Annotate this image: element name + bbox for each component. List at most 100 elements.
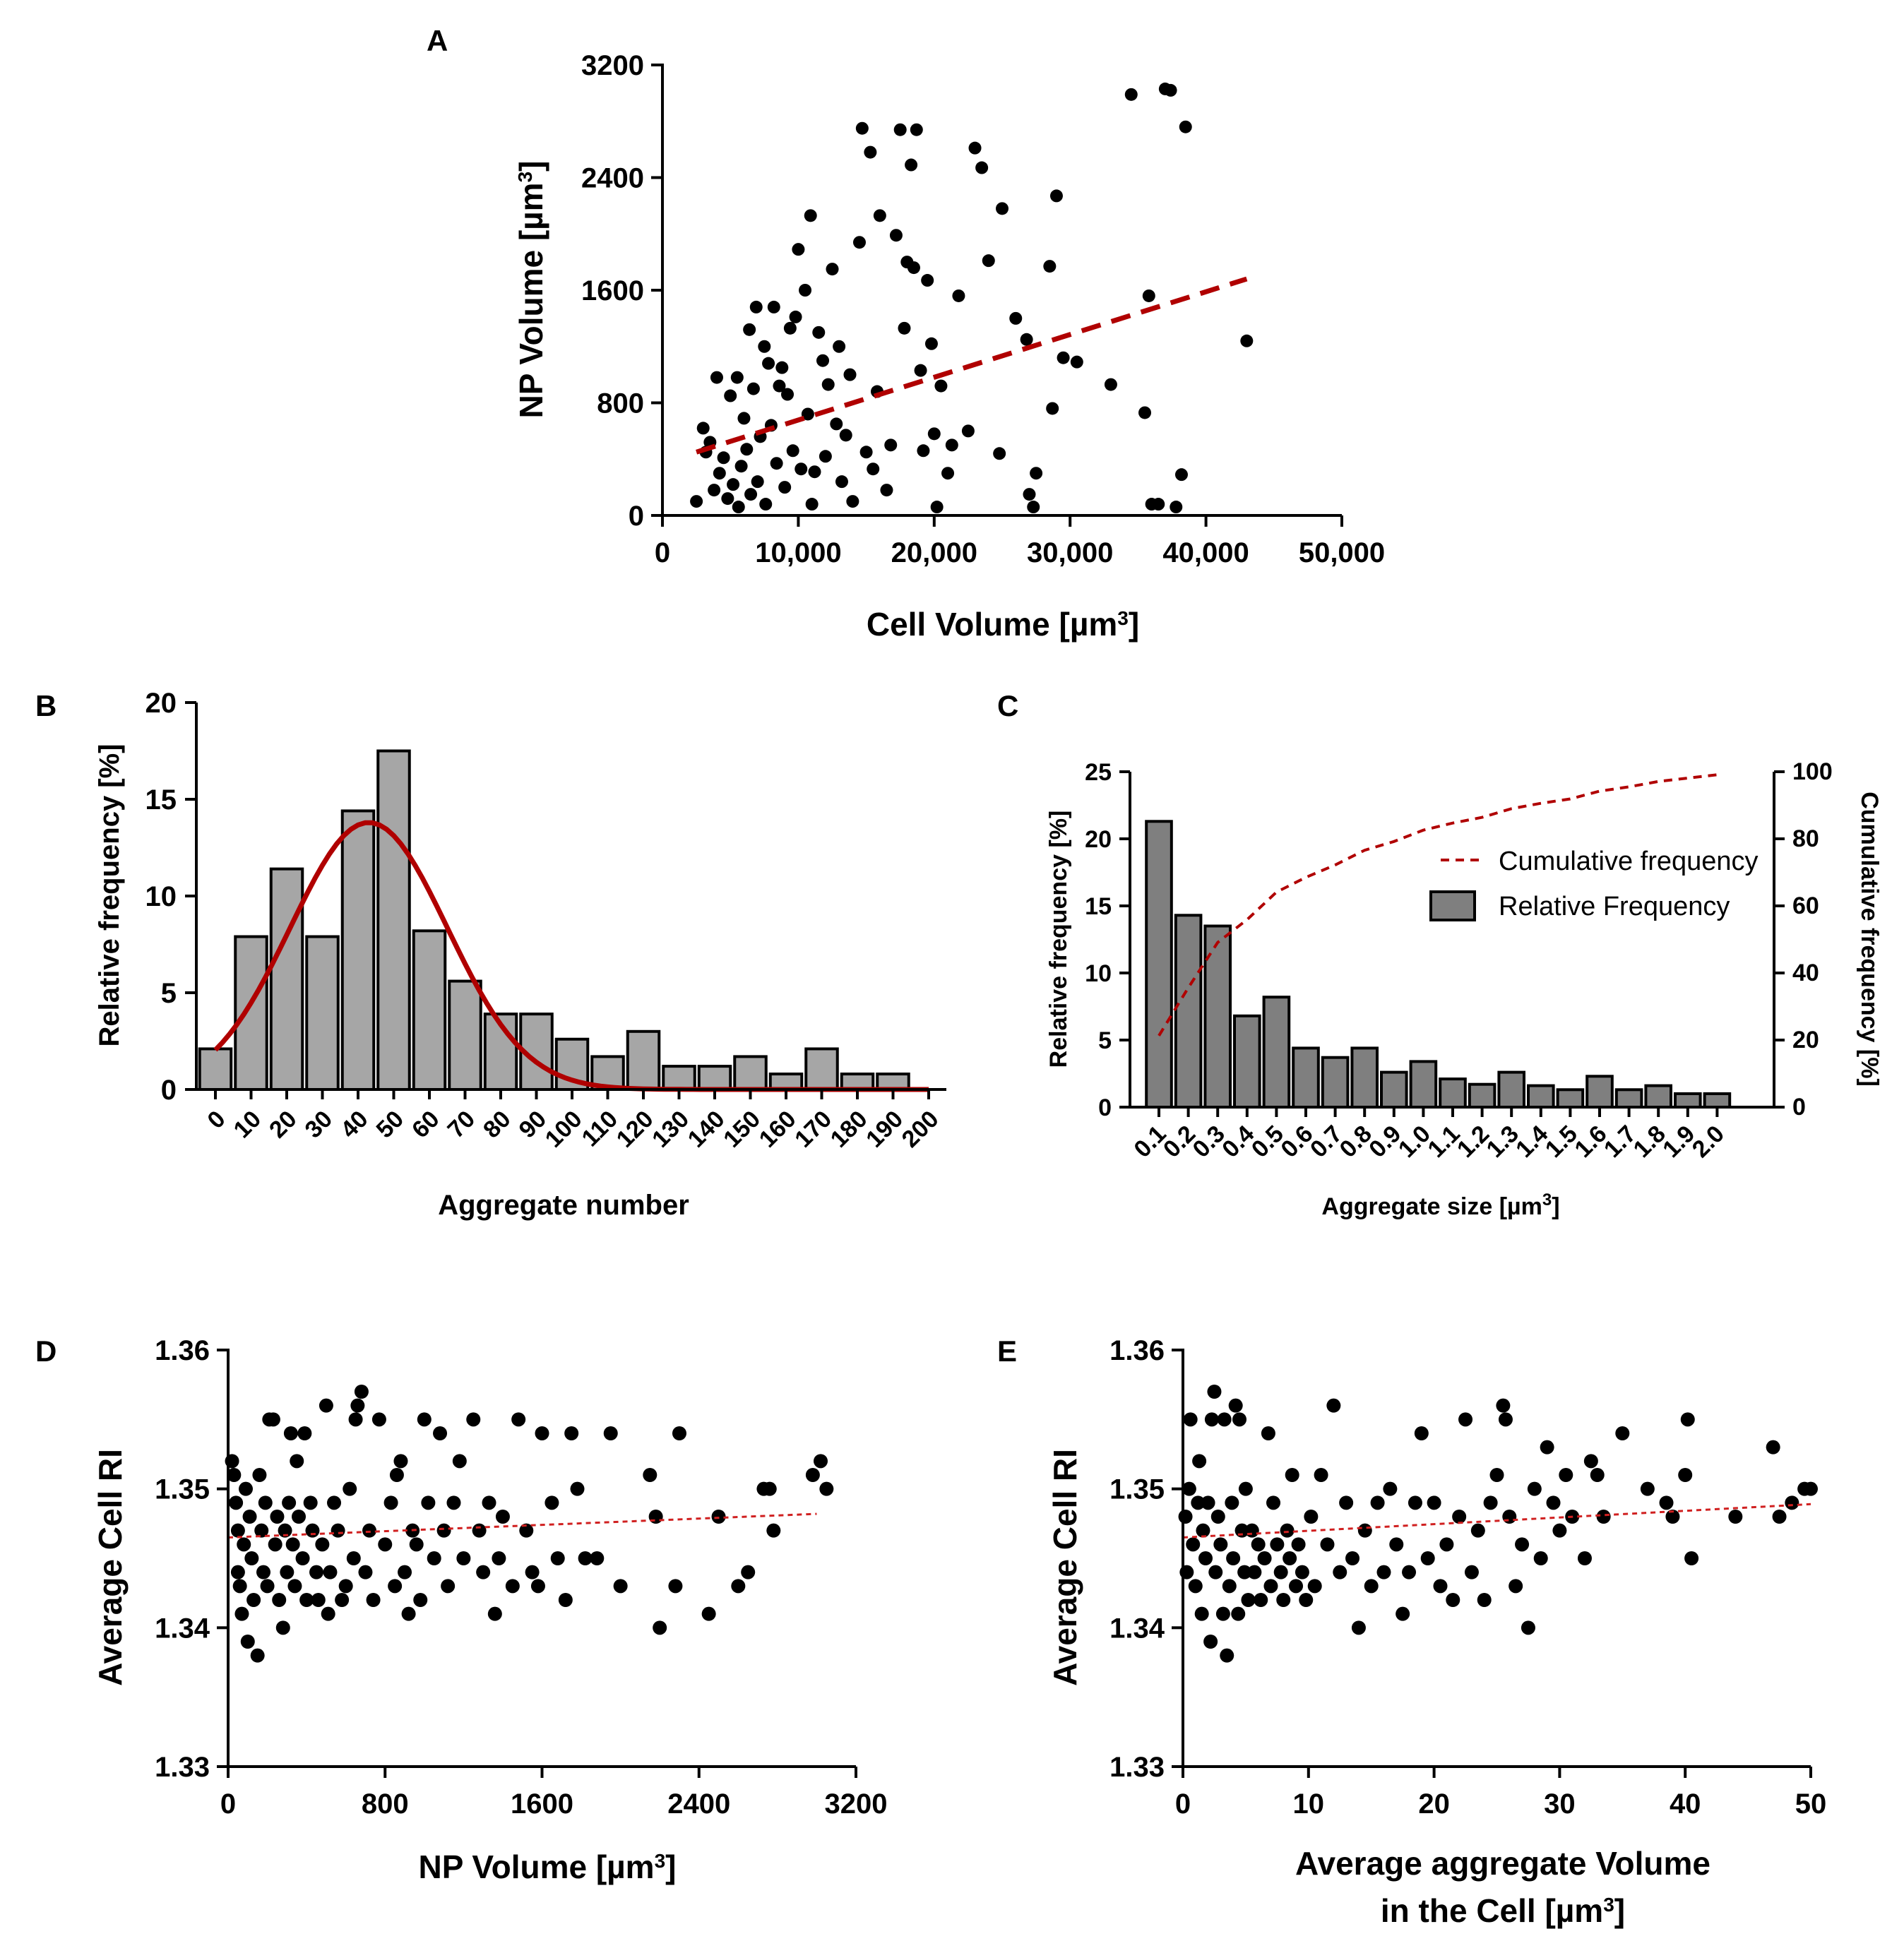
data-point (724, 389, 737, 402)
x-axis-label-line2: in the Cell [µm3] (1381, 1892, 1625, 1929)
data-point (505, 1579, 520, 1594)
data-point (378, 1537, 393, 1552)
data-point (1439, 1537, 1454, 1552)
y-tick-label: 25 (1085, 759, 1112, 786)
data-point (1489, 1468, 1504, 1482)
x-tick-label: 200 (897, 1106, 944, 1153)
panel-label-c: C (997, 689, 1018, 722)
data-point (1225, 1495, 1239, 1510)
y-axis-label: Average Cell RI (1047, 1449, 1083, 1686)
data-point (1231, 1606, 1246, 1621)
data-point (311, 1593, 326, 1607)
y-tick-label: 1.34 (1109, 1613, 1165, 1644)
x-tick-label: 20 (1418, 1788, 1450, 1820)
y-tick-label: 20 (1085, 826, 1112, 853)
data-point (323, 1565, 338, 1579)
data-point (804, 209, 817, 222)
data-point (436, 1523, 451, 1538)
data-point (1680, 1412, 1695, 1427)
data-point (1527, 1481, 1542, 1496)
data-point (1678, 1468, 1693, 1482)
y-tick-label: 1.33 (155, 1752, 210, 1783)
data-point (1020, 333, 1033, 346)
data-point (1251, 1537, 1266, 1552)
data-point (389, 1468, 404, 1482)
data-point (1222, 1579, 1237, 1594)
panel-label-e: E (997, 1334, 1017, 1368)
data-point (321, 1606, 335, 1621)
data-point (398, 1565, 412, 1579)
data-point (711, 1510, 726, 1524)
data-point (930, 501, 944, 514)
y2-tick-label: 100 (1792, 758, 1833, 785)
bar (412, 929, 447, 1091)
data-point (1766, 1440, 1780, 1455)
data-point (1583, 1454, 1598, 1469)
data-point (1509, 1579, 1523, 1594)
data-point (1188, 1579, 1203, 1594)
y-tick-label: 20 (145, 688, 177, 719)
y2-tick-label: 60 (1792, 892, 1819, 919)
bar (340, 809, 376, 1091)
data-point (232, 1579, 247, 1594)
data-point (1237, 1565, 1252, 1579)
data-point (1546, 1495, 1561, 1510)
data-point (762, 1481, 777, 1496)
data-point (1364, 1579, 1379, 1594)
panel-d: D 0 800 1600 2400 3200 1.33 1.34 1.35 1.36 NP Vo… (35, 1334, 887, 1885)
data-point (613, 1579, 628, 1594)
data-point (1433, 1579, 1448, 1594)
data-point (590, 1551, 605, 1565)
data-point (1043, 260, 1057, 273)
data-point (290, 1454, 304, 1469)
data-point (558, 1593, 573, 1607)
bar (448, 979, 482, 1092)
y-tick-label: 800 (597, 388, 644, 419)
data-point (246, 1593, 261, 1607)
data-point (975, 161, 989, 174)
legend: Cumulative frequency Relative Frequency (1429, 847, 1759, 921)
data-point (371, 1412, 386, 1427)
data-point (427, 1551, 441, 1565)
x-tick-label: 50 (371, 1106, 410, 1144)
panel-a: A 0 10,000 20,000 30,000 40,000 50,000 0 800 160… (427, 24, 1385, 643)
y-tick-label: 1.35 (1109, 1474, 1165, 1505)
y-tick-label: 10 (145, 881, 177, 912)
data-point (917, 444, 930, 458)
data-point (941, 467, 955, 480)
bar (1145, 820, 1173, 1109)
data-point (1215, 1606, 1230, 1621)
data-point (456, 1551, 471, 1565)
data-point (927, 427, 941, 441)
data-point (1210, 1510, 1225, 1524)
data-point (713, 467, 726, 480)
x-tick-label: 3200 (825, 1788, 888, 1820)
data-point (229, 1495, 244, 1510)
data-point (1307, 1579, 1322, 1594)
y-tick-label: 2400 (581, 163, 644, 194)
data-point (254, 1523, 269, 1538)
axes (1129, 772, 1775, 1109)
x-tick-label: 30 (300, 1106, 338, 1144)
data-point (643, 1468, 658, 1482)
data-point (511, 1412, 526, 1427)
data-point (799, 284, 812, 297)
data-point (1070, 355, 1083, 369)
data-point (996, 202, 1008, 215)
data-point (1207, 1385, 1222, 1399)
data-point (1257, 1551, 1272, 1565)
data-point (1232, 1412, 1247, 1427)
data-point (1408, 1495, 1422, 1510)
data-point (366, 1593, 381, 1607)
data-point (1049, 189, 1063, 203)
data-point (1496, 1398, 1511, 1413)
data-point (835, 475, 848, 489)
data-point (1183, 1412, 1198, 1427)
data-point (812, 326, 826, 339)
data-point (830, 417, 843, 431)
data-point (476, 1565, 491, 1579)
data-point (773, 379, 786, 393)
data-point (905, 158, 918, 172)
data-point (346, 1551, 361, 1565)
y-tick-label: 1600 (581, 275, 644, 306)
